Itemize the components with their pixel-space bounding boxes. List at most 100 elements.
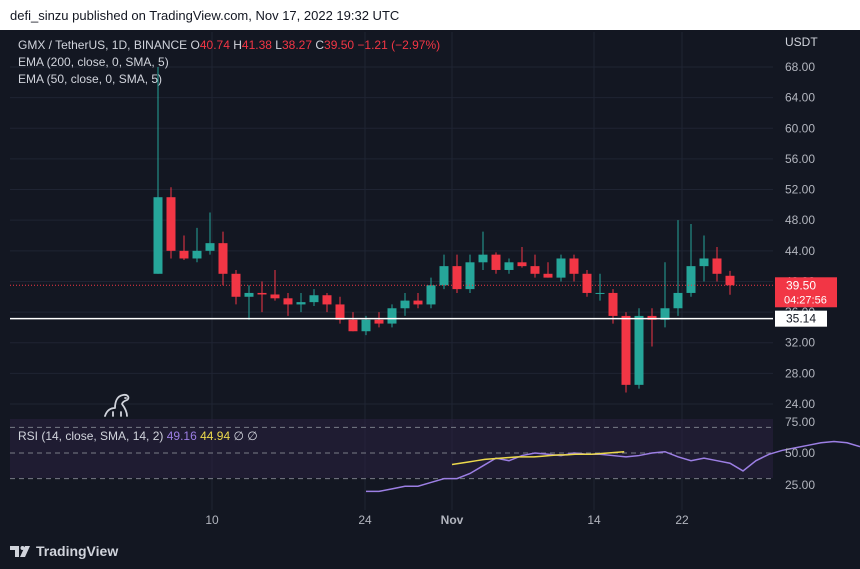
candle-body [283,298,293,305]
rsi-ma-value: 44.94 [200,429,231,443]
candle-body [595,292,605,294]
price-tick-label: 52.00 [785,183,815,197]
price-tick-label: 68.00 [785,60,815,74]
symbol-name: GMX / TetherUS, 1D, BINANCE [18,38,188,52]
candle-body [569,258,579,274]
candle-body [426,285,436,305]
price-tick-label: 56.00 [785,152,815,166]
time-axis: 10 24 Nov 14 22 [205,513,689,527]
price-tick-label: 60.00 [785,121,815,135]
candle-body [712,258,722,274]
high-label: H [233,38,242,52]
time-tick-label: 10 [205,513,219,527]
candle-body [335,304,345,320]
candle-body [634,315,644,385]
candle-body [504,262,514,270]
off-icon-1: ∅ [233,429,244,443]
candle-body [647,315,657,320]
price-levels: 35.14 39.50 04:27:56 [10,277,837,327]
rsi-label: RSI (14, close, SMA, 14, 2) [18,429,164,443]
candle-body [244,292,254,297]
price-badge-countdown: 04:27:56 [784,294,827,306]
time-tick-label: 14 [587,513,601,527]
close-value: 39.50 [324,38,355,52]
high-value: 41.38 [241,38,272,52]
rsi-lines [366,440,860,493]
candle-body [452,266,462,290]
candle-body [153,197,163,274]
tradingview-logo-icon [10,546,30,557]
candle-body [218,243,228,274]
rsi-guides [10,426,773,480]
price-badge-price: 39.50 [786,278,816,292]
candle-body [348,319,358,332]
candle-body [439,266,449,286]
open-label: O [190,38,200,52]
rsi-tick-label: 75.00 [785,415,815,429]
price-axis: USDT24.0028.0032.0036.0040.0044.0048.005… [785,35,818,411]
time-tick-label: 22 [675,513,689,527]
candle-body [413,300,423,305]
price-badge-bg [775,277,837,308]
low-label: L [275,38,282,52]
candle-body [270,294,280,299]
candle-body [257,292,267,295]
candle-body [608,292,618,316]
rsi-ma-line [451,450,625,466]
rsi-band [10,419,773,478]
tradingview-brand[interactable]: TradingView [36,543,119,559]
candle-body [296,302,306,305]
candle-body [699,258,709,267]
price-tick-label: 48.00 [785,213,815,227]
rsi-line [366,440,860,493]
footer [0,537,860,569]
level-badge-text: 35.14 [786,312,816,326]
publication-header: defi_sinzu published on TradingView.com,… [0,0,860,30]
publication-text: defi_sinzu published on TradingView.com,… [10,8,400,23]
candle-body [582,273,592,293]
price-tick-label: 28.00 [785,366,815,380]
candle-body [556,258,566,278]
candle-body [660,308,670,320]
candle-body [322,295,332,305]
ema200-legend[interactable]: EMA (200, close, 0, SMA, 5) [18,55,169,69]
time-tick-label: 24 [358,513,372,527]
symbol-legend: GMX / TetherUS, 1D, BINANCE O40.74 H41.3… [18,38,440,52]
candle-body [387,308,397,324]
close-label: C [315,38,325,52]
dino-icon [104,393,130,417]
rsi-value: 49.16 [166,429,197,443]
price-tick-label: 32.00 [785,336,815,350]
candle-body [166,197,176,251]
rsi-legend[interactable]: RSI (14, close, SMA, 14, 2) 49.16 44.94 … [18,429,258,443]
change-value: −1.21 (−2.97%) [357,38,441,52]
off-icon-2: ∅ [247,429,258,443]
rsi-tick-label: 50.00 [785,446,815,460]
candle-body [205,243,215,251]
level-badge-bg [775,310,827,327]
candle-body [517,262,527,267]
candle-body [374,319,384,324]
open-value: 40.74 [199,38,230,52]
candle-body [192,250,202,259]
candle-body [686,266,696,293]
candle-body [478,254,488,263]
price-tick-label: 64.00 [785,91,815,105]
candle-body [543,273,553,278]
rsi-axis: 25.00 50.00 75.00 [785,415,815,492]
time-tick-label: Nov [441,513,464,527]
candlestick-chart[interactable]: USDT24.0028.0032.0036.0040.0044.0048.005… [0,0,860,537]
candle-body [673,292,683,309]
candle-body [530,266,540,274]
low-value: 38.27 [281,38,312,52]
candle-body [179,250,189,259]
ema50-legend[interactable]: EMA (50, close, 0, SMA, 5) [18,72,163,86]
candle-body [400,300,410,309]
candle-body [361,319,371,332]
price-tick-label: 24.00 [785,397,815,411]
price-tick-label: 44.00 [785,244,815,258]
candle-body [465,262,475,290]
candle-body [621,315,631,385]
rsi-tick-label: 25.00 [785,478,815,492]
candle-body [491,254,501,270]
